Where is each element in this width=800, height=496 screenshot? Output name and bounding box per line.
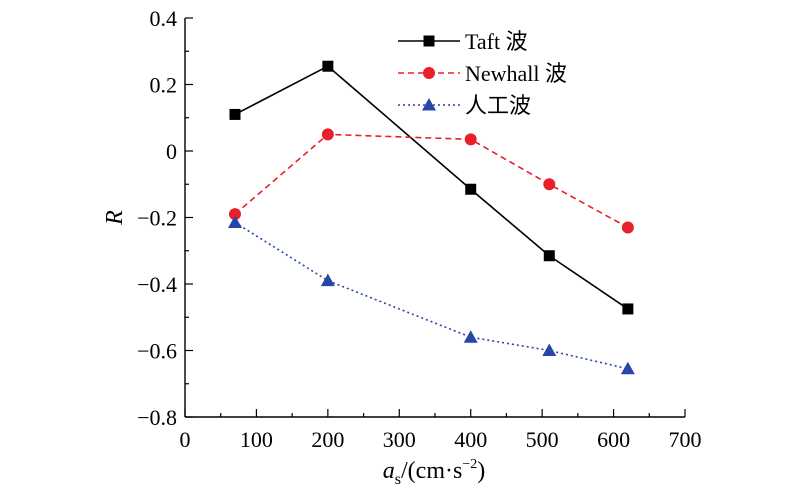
x-axis-title-sub: s xyxy=(395,471,401,488)
point-square xyxy=(229,108,241,120)
point-circle xyxy=(543,178,556,191)
x-axis-title-close: ) xyxy=(477,458,485,484)
x-axis-title-var: a xyxy=(383,458,395,484)
x-tick-label: 700 xyxy=(669,427,702,452)
x-axis-title-unit: /(cm·s xyxy=(401,458,462,484)
legend-label: Taft 波 xyxy=(465,29,528,54)
point-square xyxy=(543,250,555,262)
point-circle xyxy=(621,221,634,234)
series-2 xyxy=(228,215,635,375)
point-square xyxy=(465,183,477,195)
point-triangle xyxy=(620,361,635,375)
x-axis-title: as/(cm·s−2) xyxy=(383,457,485,488)
series-line xyxy=(234,221,629,370)
x-axis-title-sup: −2 xyxy=(462,457,477,472)
legend-entry: 人工波 xyxy=(398,93,531,118)
legend-label: Newhall 波 xyxy=(465,61,567,86)
point-square xyxy=(322,60,334,72)
x-tick-label: 500 xyxy=(526,427,559,452)
x-tick-label: 300 xyxy=(383,427,416,452)
series-1 xyxy=(229,128,634,234)
x-tick-label: 400 xyxy=(454,427,487,452)
x-tick-label: 200 xyxy=(311,427,344,452)
point-triangle xyxy=(422,98,436,111)
y-tick-label: 0 xyxy=(166,139,177,164)
point-square xyxy=(423,35,435,47)
point-triangle xyxy=(542,343,557,356)
point-triangle xyxy=(320,273,335,287)
y-tick-label: 0.4 xyxy=(150,6,178,31)
series-line xyxy=(234,133,629,229)
series-0 xyxy=(229,60,634,315)
legend-entry: Taft 波 xyxy=(398,29,528,54)
y-tick-label: 0.2 xyxy=(150,73,178,98)
x-tick-label: 100 xyxy=(240,427,273,452)
y-tick-label: −0.4 xyxy=(137,272,177,297)
point-square xyxy=(622,303,634,315)
axes-layer: 0 100 200 300 400 500 600 700 −0.8 −0.6 −0.4 −0.2 0 0… xyxy=(137,6,701,452)
point-circle xyxy=(229,208,241,221)
point-circle xyxy=(321,128,334,141)
x-tick-label: 600 xyxy=(597,427,630,452)
x-tick-label: 0 xyxy=(180,427,191,452)
y-tick-label: −0.8 xyxy=(137,405,177,430)
y-tick-label: −0.6 xyxy=(137,339,177,364)
point-triangle xyxy=(463,330,478,343)
y-axis-title: R xyxy=(102,210,128,226)
point-circle xyxy=(423,67,435,79)
legend-entry: Newhall 波 xyxy=(398,61,567,86)
legend-label: 人工波 xyxy=(465,93,531,118)
point-triangle xyxy=(228,215,242,228)
point-circle xyxy=(464,133,477,146)
y-tick-label: −0.2 xyxy=(137,206,177,231)
series-layer xyxy=(228,60,635,375)
